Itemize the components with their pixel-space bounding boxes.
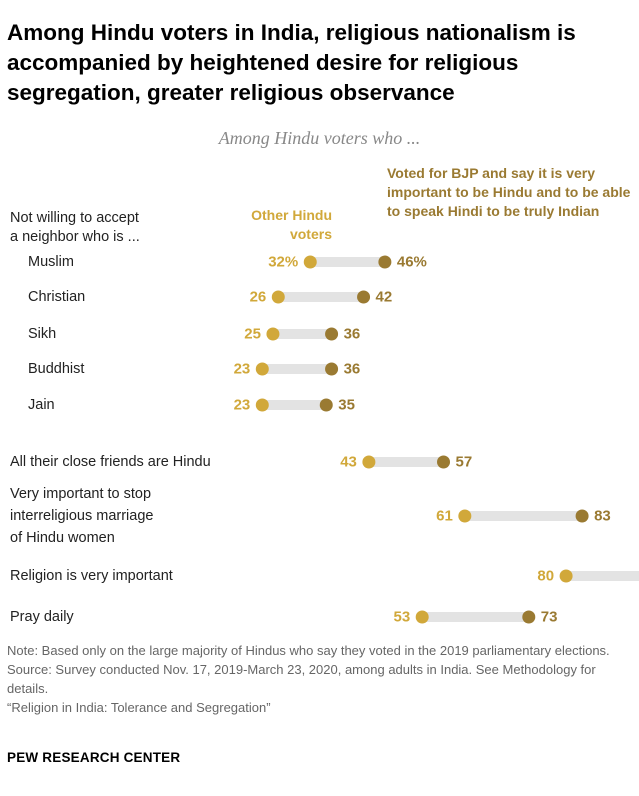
value-label-bjp: 35 — [338, 397, 355, 414]
value-label-other: 43 — [340, 454, 357, 471]
dot-other — [303, 255, 317, 269]
value-label-bjp: 36 — [344, 326, 361, 343]
value-label-bjp: 42 — [376, 289, 393, 306]
footer: Note: Based only on the large majority o… — [7, 641, 632, 717]
row-6: Very important to stop interreligious mar… — [10, 486, 611, 546]
row-label: Religion is very important — [10, 568, 173, 584]
row-2: Sikh 25 36 — [28, 326, 360, 343]
value-label-bjp: 73 — [541, 609, 558, 626]
value-label-bjp: 57 — [456, 454, 473, 471]
dot-other — [559, 569, 573, 583]
chart-title: Among Hindu voters in India, religious n… — [7, 20, 576, 105]
dot-other — [458, 509, 472, 523]
footer-report: “Religion in India: Tolerance and Segreg… — [7, 700, 271, 715]
row-label: Sikh — [28, 326, 56, 342]
row-label: Buddhist — [28, 361, 84, 377]
legend-other-voters: Other Hindu voters — [251, 207, 332, 242]
value-label-bjp: 83 — [594, 508, 611, 525]
row-4: Jain 23 35 — [28, 397, 355, 414]
row-3: Buddhist 23 36 — [28, 361, 360, 378]
value-label-bjp: 46% — [397, 254, 427, 271]
row-label: All their close friends are Hindu — [10, 454, 211, 470]
dot-other — [255, 398, 269, 412]
dot-bjp — [575, 509, 589, 523]
dot-bjp — [437, 455, 451, 469]
value-label-other: 32% — [268, 254, 298, 271]
dot-other — [271, 290, 285, 304]
footer-note: Note: Based only on the large majority o… — [7, 643, 610, 658]
row-label: Muslim — [28, 254, 74, 270]
row-1: Christian 26 42 — [28, 289, 392, 306]
row-0: Muslim 32% 46% — [28, 254, 427, 271]
row-7: Religion is very important8095 — [10, 568, 639, 585]
dot-bjp — [522, 610, 536, 624]
value-label-other: 61 — [436, 508, 453, 525]
value-label-other: 26 — [250, 289, 267, 306]
dot-other — [266, 327, 280, 341]
value-label-other: 23 — [234, 361, 251, 378]
dot-bjp — [319, 398, 333, 412]
chart-subtitle: Among Hindu voters who ... — [218, 128, 421, 148]
dot-bjp — [378, 255, 392, 269]
row-8: Pray daily 53 73 — [10, 609, 557, 626]
row-label: Pray daily — [10, 609, 74, 625]
dot-other — [255, 362, 269, 376]
neighbor-section-label: Not willing to accept a neighbor who is … — [10, 210, 140, 245]
value-label-other: 80 — [537, 568, 554, 585]
row-5: All their close friends are Hindu 43 57 — [10, 454, 472, 471]
value-label-other: 25 — [244, 326, 261, 343]
dot-other — [415, 610, 429, 624]
legend-bjp-voters: Voted for BJP and say it is very importa… — [387, 165, 631, 219]
value-label-other: 23 — [234, 397, 251, 414]
footer-source: Source: Survey conducted Nov. 17, 2019-M… — [7, 662, 596, 696]
brand-label: PEW RESEARCH CENTER — [7, 750, 181, 765]
dot-other — [362, 455, 376, 469]
value-label-other: 53 — [394, 609, 411, 626]
dot-bjp — [357, 290, 371, 304]
value-label-bjp: 36 — [344, 361, 361, 378]
row-label: Jain — [28, 397, 55, 413]
row-label: Christian — [28, 289, 85, 305]
dot-bjp — [325, 362, 339, 376]
dot-bjp — [325, 327, 339, 341]
row-label: Very important to stop interreligious mar… — [10, 486, 153, 546]
